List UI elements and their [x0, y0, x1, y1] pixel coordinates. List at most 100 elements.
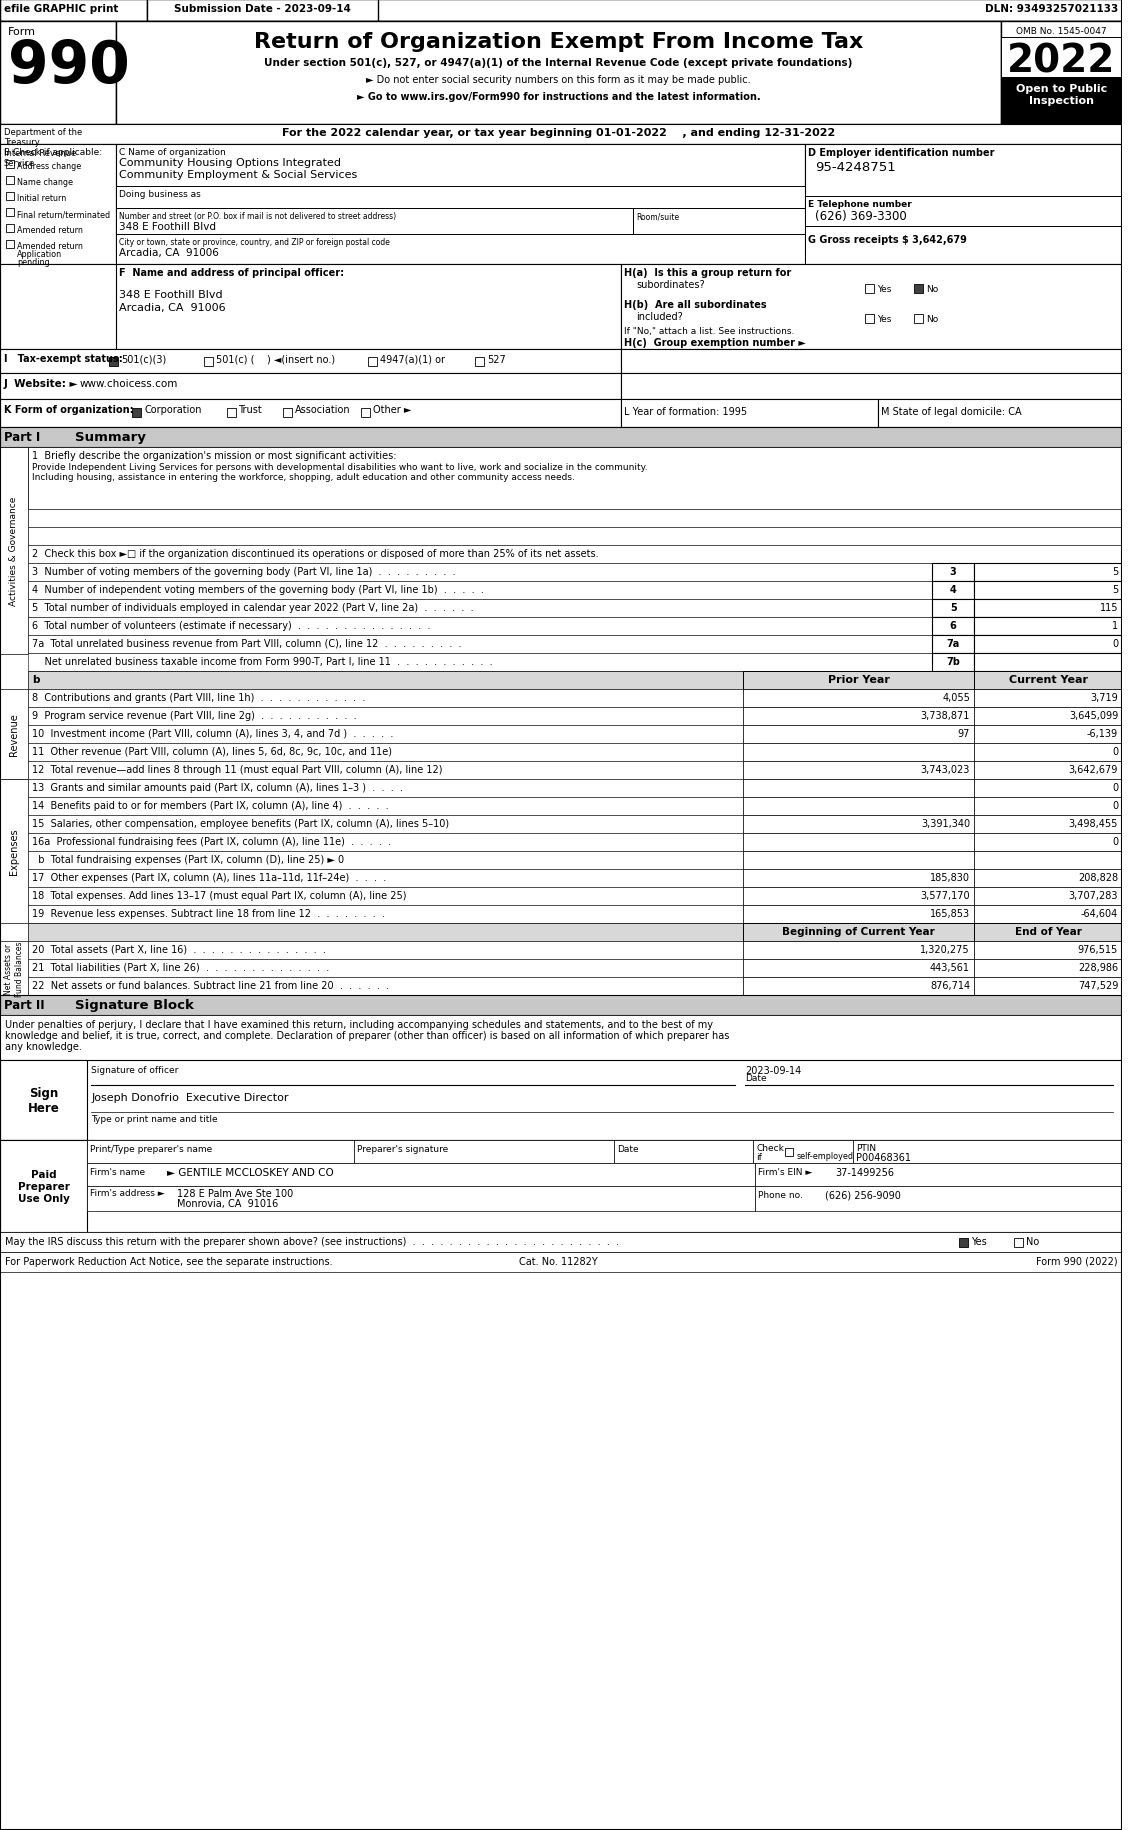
Bar — [6, 225, 14, 232]
Bar — [28, 761, 743, 780]
Text: Paid
Preparer
Use Only: Paid Preparer Use Only — [18, 1169, 70, 1202]
Text: Firm's address ►: Firm's address ► — [90, 1188, 165, 1197]
Bar — [974, 690, 1122, 708]
Bar — [28, 959, 743, 977]
Text: Submission Date - 2023-09-14: Submission Date - 2023-09-14 — [174, 4, 351, 15]
Bar — [914, 285, 924, 295]
Text: No: No — [1025, 1237, 1039, 1246]
Text: 4,055: 4,055 — [942, 692, 970, 703]
Bar — [0, 399, 621, 428]
Text: 6  Total number of volunteers (estimate if necessary)  .  .  .  .  .  .  .  .  .: 6 Total number of volunteers (estimate i… — [32, 620, 430, 631]
Text: For the 2022 calendar year, or tax year beginning 01-01-2022    , and ending 12-: For the 2022 calendar year, or tax year … — [282, 128, 835, 137]
Text: 9  Program service revenue (Part VIII, line 2g)  .  .  .  .  .  .  .  .  .  .  .: 9 Program service revenue (Part VIII, li… — [32, 710, 357, 721]
Text: 5: 5 — [1112, 584, 1118, 595]
Bar — [743, 798, 974, 816]
Bar — [0, 145, 1122, 265]
Bar — [28, 833, 743, 851]
Text: 22  Net assets or fund balances. Subtract line 21 from line 20  .  .  .  .  .  .: 22 Net assets or fund balances. Subtract… — [32, 981, 388, 990]
Text: M State of legal domicile: CA: M State of legal domicile: CA — [881, 406, 1022, 417]
Bar — [974, 635, 1122, 653]
Bar — [805, 145, 1122, 265]
Bar — [743, 959, 974, 977]
Bar — [0, 996, 1122, 1016]
Text: Association: Association — [295, 404, 351, 415]
Text: 11  Other revenue (Part VIII, column (A), lines 5, 6d, 8c, 9c, 10c, and 11e): 11 Other revenue (Part VIII, column (A),… — [32, 747, 392, 756]
Bar — [0, 690, 28, 780]
Text: 1: 1 — [1112, 620, 1118, 631]
Bar — [743, 941, 974, 959]
Bar — [28, 924, 1122, 941]
Text: 2022: 2022 — [1007, 42, 1115, 81]
Text: 3,642,679: 3,642,679 — [1069, 765, 1118, 774]
Bar — [805, 198, 1122, 227]
Text: 527: 527 — [487, 355, 506, 364]
Text: Arcadia, CA  91006: Arcadia, CA 91006 — [120, 247, 219, 258]
Bar — [743, 761, 974, 780]
Text: 5: 5 — [949, 602, 956, 613]
Bar — [28, 619, 933, 635]
Bar — [974, 888, 1122, 906]
Text: Under penalties of perjury, I declare that I have examined this return, includin: Under penalties of perjury, I declare th… — [5, 1019, 714, 1030]
Bar — [28, 635, 933, 653]
Text: Signature of officer: Signature of officer — [91, 1065, 178, 1074]
Text: included?: included? — [636, 311, 683, 322]
Text: Part II: Part II — [5, 999, 45, 1012]
Text: 501(c)(3): 501(c)(3) — [121, 355, 166, 364]
Bar — [0, 373, 621, 399]
Text: any knowledge.: any knowledge. — [5, 1041, 81, 1052]
Bar — [6, 178, 14, 185]
Text: b: b — [32, 675, 40, 684]
Bar — [0, 145, 116, 265]
Text: Revenue: Revenue — [9, 714, 19, 756]
Text: F  Name and address of principal officer:: F Name and address of principal officer: — [120, 267, 344, 278]
Bar — [852, 1140, 1122, 1164]
Bar — [283, 408, 292, 417]
Text: 19  Revenue less expenses. Subtract line 18 from line 12  .  .  .  .  .  .  .  .: 19 Revenue less expenses. Subtract line … — [32, 908, 385, 919]
Text: 8  Contributions and grants (Part VIII, line 1h)  .  .  .  .  .  .  .  .  .  .  : 8 Contributions and grants (Part VIII, l… — [32, 692, 365, 703]
Text: H(c)  Group exemption number ►: H(c) Group exemption number ► — [624, 339, 806, 348]
Bar — [933, 635, 974, 653]
Text: Address change: Address change — [17, 161, 81, 170]
Text: 2023-09-14: 2023-09-14 — [745, 1065, 802, 1076]
Text: Net Assets or
Fund Balances: Net Assets or Fund Balances — [5, 941, 24, 996]
Bar — [621, 373, 1122, 399]
Bar — [914, 315, 924, 324]
Text: 3,738,871: 3,738,871 — [920, 710, 970, 721]
Bar — [621, 350, 1122, 373]
Text: Part I: Part I — [5, 430, 41, 443]
Bar — [974, 869, 1122, 888]
Text: Phone no.: Phone no. — [759, 1190, 803, 1199]
Text: 128 E Palm Ave Ste 100: 128 E Palm Ave Ste 100 — [177, 1188, 294, 1199]
Text: Community Employment & Social Services: Community Employment & Social Services — [120, 170, 358, 179]
Bar — [743, 816, 974, 833]
Text: 990: 990 — [8, 38, 130, 95]
Text: 18  Total expenses. Add lines 13–17 (must equal Part IX, column (A), line 25): 18 Total expenses. Add lines 13–17 (must… — [32, 891, 406, 900]
Text: 0: 0 — [1112, 836, 1118, 847]
Bar — [353, 1140, 614, 1164]
Text: P00468361: P00468361 — [856, 1153, 911, 1162]
Bar — [1000, 79, 1122, 124]
Text: 37-1499256: 37-1499256 — [834, 1168, 894, 1177]
Text: Yes: Yes — [876, 285, 891, 295]
Text: 21  Total liabilities (Part X, line 26)  .  .  .  .  .  .  .  .  .  .  .  .  .  : 21 Total liabilities (Part X, line 26) .… — [32, 963, 329, 972]
Bar — [28, 564, 933, 582]
Text: Doing business as: Doing business as — [120, 190, 201, 199]
Text: -64,604: -64,604 — [1080, 908, 1118, 919]
Bar — [974, 977, 1122, 996]
Bar — [361, 408, 369, 417]
Bar — [28, 906, 743, 924]
Bar — [28, 672, 1122, 690]
Text: 348 E Foothill Blvd: 348 E Foothill Blvd — [120, 221, 217, 232]
Bar — [28, 600, 933, 619]
Bar — [743, 690, 974, 708]
Text: Preparer's signature: Preparer's signature — [357, 1144, 448, 1153]
Bar — [1014, 1239, 1023, 1248]
Text: 747,529: 747,529 — [1078, 981, 1118, 990]
Bar — [933, 619, 974, 635]
Text: ► Do not enter social security numbers on this form as it may be made public.: ► Do not enter social security numbers o… — [366, 75, 751, 84]
Text: knowledge and belief, it is true, correct, and complete. Declaration of preparer: knowledge and belief, it is true, correc… — [5, 1030, 729, 1041]
Text: Print/Type preparer's name: Print/Type preparer's name — [90, 1144, 212, 1153]
Text: 3,645,099: 3,645,099 — [1069, 710, 1118, 721]
Bar — [116, 187, 805, 209]
Text: No: No — [926, 285, 938, 295]
